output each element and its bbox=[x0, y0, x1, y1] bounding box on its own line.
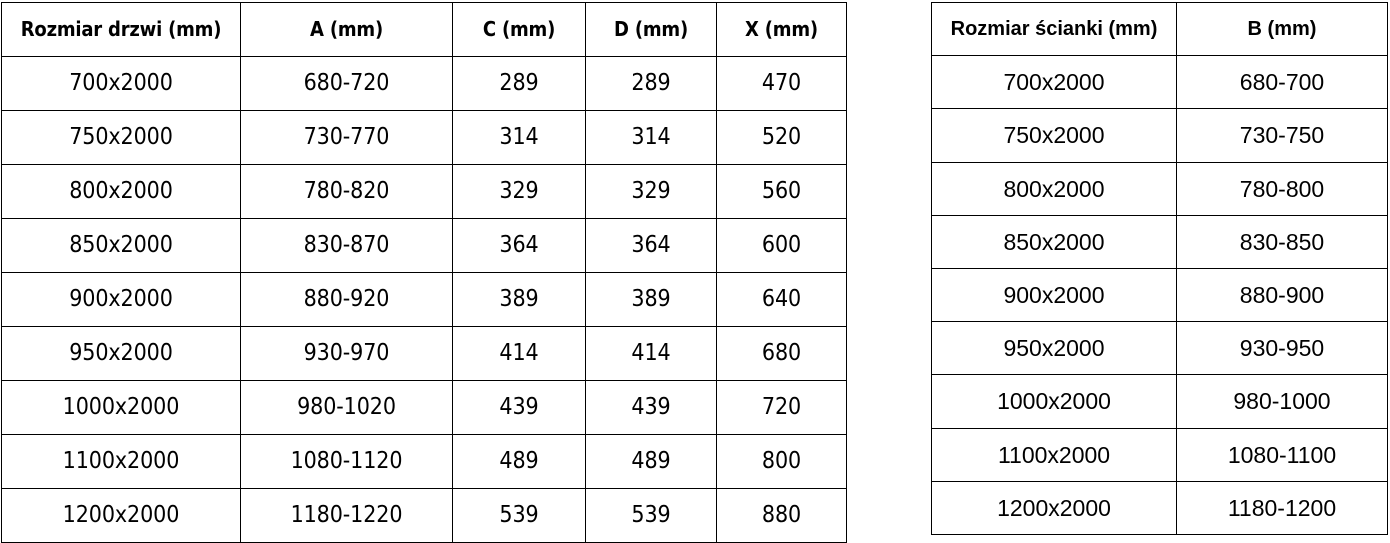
cell-x: 680 bbox=[716, 326, 847, 381]
cell-b: 1180-1200 bbox=[1176, 480, 1388, 536]
cell-a: 1080-1120 bbox=[240, 434, 453, 489]
table-row: 1100x2000 1080-1100 bbox=[931, 427, 1388, 482]
cell-b: 980-1000 bbox=[1176, 374, 1388, 429]
cell-door-size: 950x2000 bbox=[1, 326, 241, 381]
cell-door-size: 850x2000 bbox=[1, 218, 241, 273]
table-header-row: Rozmiar drzwi (mm) A (mm) C (mm) D (mm) … bbox=[1, 2, 847, 57]
cell-d: 439 bbox=[585, 380, 717, 435]
table-row: 850x2000 830-850 bbox=[931, 214, 1388, 270]
column-header-wall-size: Rozmiar ścianki (mm) bbox=[931, 1, 1177, 57]
cell-a: 880-920 bbox=[240, 272, 453, 327]
cell-c: 439 bbox=[452, 380, 586, 435]
cell-b: 680-700 bbox=[1176, 55, 1388, 110]
cell-door-size: 1200x2000 bbox=[1, 488, 241, 543]
cell-c: 414 bbox=[452, 326, 586, 381]
table-row: 700x2000 680-720 289 289 470 bbox=[1, 56, 847, 111]
table-row: 800x2000 780-820 329 329 560 bbox=[1, 164, 847, 219]
table-row: 750x2000 730-770 314 314 520 bbox=[1, 110, 847, 165]
cell-door-size: 700x2000 bbox=[1, 56, 241, 111]
table-row: 750x2000 730-750 bbox=[931, 108, 1388, 163]
cell-a: 1180-1220 bbox=[240, 488, 453, 543]
cell-a: 780-820 bbox=[240, 164, 453, 219]
cell-b: 830-850 bbox=[1176, 214, 1388, 270]
table-row: 800x2000 780-800 bbox=[931, 161, 1388, 216]
table-row: 900x2000 880-900 bbox=[931, 268, 1388, 323]
cell-c: 539 bbox=[452, 488, 586, 543]
cell-door-size: 900x2000 bbox=[1, 272, 241, 327]
cell-wall-size: 700x2000 bbox=[931, 55, 1177, 110]
table-row: 1100x2000 1080-1120 489 489 800 bbox=[1, 434, 847, 489]
cell-c: 489 bbox=[452, 434, 586, 489]
cell-x: 520 bbox=[716, 110, 847, 165]
wall-size-table: Rozmiar ścianki (mm) B (mm) 700x2000 680… bbox=[931, 1, 1388, 536]
column-header-x: X (mm) bbox=[716, 2, 847, 57]
table-row: 700x2000 680-700 bbox=[931, 55, 1388, 110]
cell-door-size: 750x2000 bbox=[1, 110, 241, 165]
cell-door-size: 800x2000 bbox=[1, 164, 241, 219]
cell-c: 329 bbox=[452, 164, 586, 219]
cell-wall-size: 950x2000 bbox=[931, 321, 1177, 376]
cell-c: 289 bbox=[452, 56, 586, 111]
table-row: 850x2000 830-870 364 364 600 bbox=[1, 218, 847, 273]
cell-b: 730-750 bbox=[1176, 108, 1388, 163]
cell-x: 720 bbox=[716, 380, 847, 435]
table-row: 950x2000 930-950 bbox=[931, 321, 1388, 376]
cell-c: 364 bbox=[452, 218, 586, 273]
cell-d: 329 bbox=[585, 164, 717, 219]
table-row: 950x2000 930-970 414 414 680 bbox=[1, 326, 847, 381]
cell-wall-size: 1000x2000 bbox=[931, 374, 1177, 429]
cell-b: 780-800 bbox=[1176, 161, 1388, 216]
cell-a: 830-870 bbox=[240, 218, 453, 273]
table-row: 1200x2000 1180-1220 539 539 880 bbox=[1, 488, 847, 543]
cell-d: 289 bbox=[585, 56, 717, 111]
cell-wall-size: 850x2000 bbox=[931, 214, 1177, 270]
table-header-row: Rozmiar ścianki (mm) B (mm) bbox=[931, 1, 1388, 57]
column-header-b: B (mm) bbox=[1176, 1, 1388, 57]
cell-x: 880 bbox=[716, 488, 847, 543]
cell-d: 389 bbox=[585, 272, 717, 327]
cell-d: 314 bbox=[585, 110, 717, 165]
table-row: 900x2000 880-920 389 389 640 bbox=[1, 272, 847, 327]
cell-d: 414 bbox=[585, 326, 717, 381]
cell-b: 930-950 bbox=[1176, 321, 1388, 376]
cell-wall-size: 750x2000 bbox=[931, 108, 1177, 163]
cell-door-size: 1000x2000 bbox=[1, 380, 241, 435]
table-row: 1000x2000 980-1020 439 439 720 bbox=[1, 380, 847, 435]
column-header-door-size: Rozmiar drzwi (mm) bbox=[1, 2, 241, 57]
table-row: 1200x2000 1180-1200 bbox=[931, 480, 1388, 536]
column-header-a: A (mm) bbox=[240, 2, 453, 57]
table-row: 1000x2000 980-1000 bbox=[931, 374, 1388, 429]
cell-a: 930-970 bbox=[240, 326, 453, 381]
cell-x: 470 bbox=[716, 56, 847, 111]
door-size-table: Rozmiar drzwi (mm) A (mm) C (mm) D (mm) … bbox=[1, 2, 847, 543]
cell-b: 880-900 bbox=[1176, 268, 1388, 323]
column-header-c: C (mm) bbox=[452, 2, 586, 57]
cell-wall-size: 1200x2000 bbox=[931, 480, 1177, 536]
cell-x: 640 bbox=[716, 272, 847, 327]
cell-wall-size: 800x2000 bbox=[931, 161, 1177, 216]
cell-x: 600 bbox=[716, 218, 847, 273]
cell-a: 980-1020 bbox=[240, 380, 453, 435]
cell-a: 730-770 bbox=[240, 110, 453, 165]
cell-c: 314 bbox=[452, 110, 586, 165]
cell-x: 800 bbox=[716, 434, 847, 489]
cell-a: 680-720 bbox=[240, 56, 453, 111]
cell-wall-size: 1100x2000 bbox=[931, 427, 1177, 482]
cell-c: 389 bbox=[452, 272, 586, 327]
cell-wall-size: 900x2000 bbox=[931, 268, 1177, 323]
cell-d: 539 bbox=[585, 488, 717, 543]
cell-door-size: 1100x2000 bbox=[1, 434, 241, 489]
cell-x: 560 bbox=[716, 164, 847, 219]
column-header-d: D (mm) bbox=[585, 2, 717, 57]
cell-d: 364 bbox=[585, 218, 717, 273]
cell-d: 489 bbox=[585, 434, 717, 489]
cell-b: 1080-1100 bbox=[1176, 427, 1388, 482]
